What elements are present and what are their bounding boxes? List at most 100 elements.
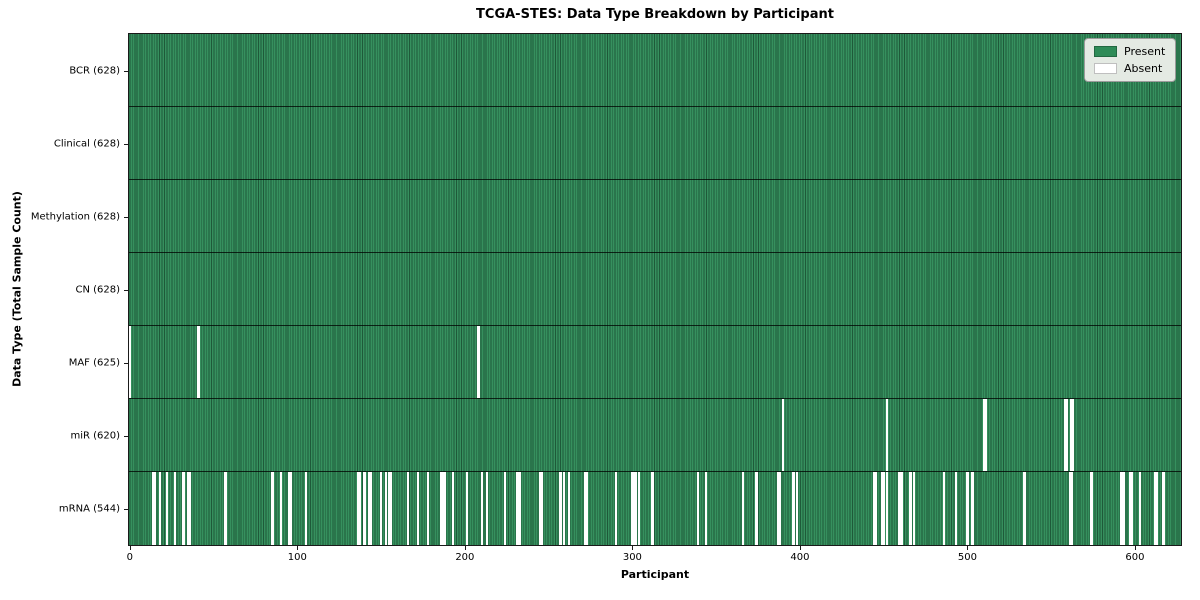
absent-stripe [741,472,745,545]
absent-stripe [153,472,157,545]
legend-absent-swatch-icon [1094,63,1117,74]
absent-stripe [540,472,544,545]
legend-item-present: Present [1094,46,1166,57]
y-tick-label: Methylation (628) [30,211,120,222]
absent-stripe [1138,472,1142,545]
absent-stripe [519,472,522,545]
x-tick-mark [297,546,299,550]
absent-stripe [480,472,483,545]
absent-stripe [1070,472,1073,545]
x-tick-mark [632,546,634,550]
absent-stripe [966,472,969,545]
y-tick-mark [124,435,128,437]
legend: Present Absent [1084,38,1176,82]
absent-stripe [696,472,700,545]
y-tick-label: BCR (628) [69,65,120,76]
x-tick-mark [129,546,131,550]
x-axis-title: Participant [620,568,690,581]
absent-stripe [614,472,617,545]
absent-stripe [567,472,571,545]
y-tick-mark [124,362,128,364]
absent-stripe [515,472,519,545]
absent-stripe [189,472,192,545]
y-tick-label: CN (628) [75,284,120,295]
absent-stripe [1070,399,1073,471]
x-tick-mark [967,546,969,550]
absent-stripe [912,472,916,545]
absent-stripe [363,472,366,545]
absent-stripe [1162,472,1165,545]
absent-stripe [778,472,782,545]
absent-stripe [388,472,391,545]
x-tick-label: 600 [1125,552,1145,563]
absent-stripe [182,472,185,545]
y-tick-label: Clinical (628) [53,138,120,149]
x-tick-label: 200 [455,552,475,563]
absent-stripe [782,399,785,471]
absent-stripe [631,472,634,545]
absent-stripe [1122,472,1125,545]
absent-stripe [1130,472,1133,545]
absent-stripe [705,472,708,545]
absent-stripe [289,472,292,545]
y-tick-label: MAF (625) [68,357,120,368]
legend-present-label: Present [1124,45,1166,58]
x-tick-label: 300 [622,552,642,563]
absent-stripe [443,472,447,545]
y-tick-mark [124,143,128,145]
y-tick-mark [124,289,128,291]
row-Methylation [129,180,1181,253]
row-Clinical [129,107,1181,180]
absent-stripe [1065,399,1068,471]
absent-stripe [465,472,468,545]
absent-stripe [885,399,889,471]
absent-stripe [755,472,758,545]
absent-stripe [152,472,155,545]
absent-stripe [633,472,636,545]
absent-stripe [1068,472,1071,545]
absent-stripe [584,472,587,545]
absent-stripe [385,472,388,545]
y-tick-label: mRNA (544) [58,503,120,514]
row-mRNA [129,472,1181,545]
absent-stripe [882,472,885,545]
absent-stripe [1090,472,1093,545]
absent-stripe [165,472,169,545]
absent-stripe [358,472,361,545]
absent-stripe [304,472,308,545]
absent-stripe [795,472,798,545]
absent-stripe [1153,472,1157,545]
absent-stripe [777,472,780,545]
absent-stripe [1071,399,1075,471]
absent-stripe [872,472,875,545]
absent-stripe [586,472,589,545]
absent-stripe [356,472,359,545]
legend-item-absent: Absent [1094,63,1166,74]
absent-stripe [452,472,455,545]
absent-stripe [187,472,190,545]
legend-absent-label: Absent [1124,62,1163,75]
absent-stripe [634,472,638,545]
absent-stripe [370,472,373,545]
absent-stripe [897,472,901,545]
absent-stripe [880,472,884,545]
absent-stripe [539,472,542,545]
absent-stripe [792,472,795,545]
absent-stripe [909,472,912,545]
row-CN [129,253,1181,326]
y-tick-mark [124,508,128,510]
absent-stripe [954,472,958,545]
absent-stripe [942,472,946,545]
absent-stripe [562,472,566,545]
x-tick-mark [464,546,466,550]
absent-stripe [874,472,877,545]
absent-stripe [638,472,641,545]
absent-stripe [128,326,132,398]
absent-stripe [1063,399,1066,471]
absent-stripe [1128,472,1132,545]
row-MAF [128,326,1181,399]
absent-stripe [390,472,393,545]
absent-stripe [1120,472,1123,545]
absent-stripe [504,472,507,545]
